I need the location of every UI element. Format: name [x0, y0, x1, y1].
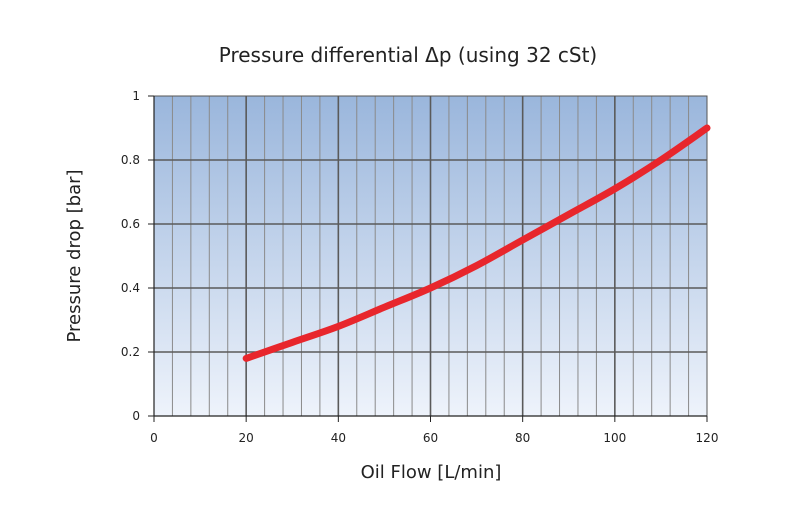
y-tick-label: 0.2 [121, 345, 140, 359]
y-axis-ticks: 0 0.2 0.4 0.6 0.8 1 [121, 89, 154, 423]
x-tick-label: 40 [331, 431, 346, 445]
minor-grid [171, 96, 690, 416]
x-tick-label: 100 [603, 431, 626, 445]
x-tick-label: 0 [150, 431, 158, 445]
series-line [242, 124, 711, 362]
x-tick-label: 80 [515, 431, 530, 445]
y-axis-label: Pressure drop [bar] [64, 169, 85, 342]
x-axis-ticks: 0 20 40 60 80 100 120 [150, 416, 718, 445]
x-tick-label: 120 [696, 431, 719, 445]
x-tick-label: 20 [239, 431, 254, 445]
series-layer [242, 124, 711, 362]
chart-title: Pressure differential Δp (using 32 cSt) [219, 43, 598, 67]
y-tick-label: 0 [132, 409, 140, 423]
y-tick-label: 0.8 [121, 153, 140, 167]
y-tick-label: 1 [132, 89, 140, 103]
x-tick-label: 60 [423, 431, 438, 445]
y-tick-label: 0.6 [121, 217, 140, 231]
y-tick-label: 0.4 [121, 281, 140, 295]
x-axis-label: Oil Flow [L/min] [361, 462, 502, 483]
